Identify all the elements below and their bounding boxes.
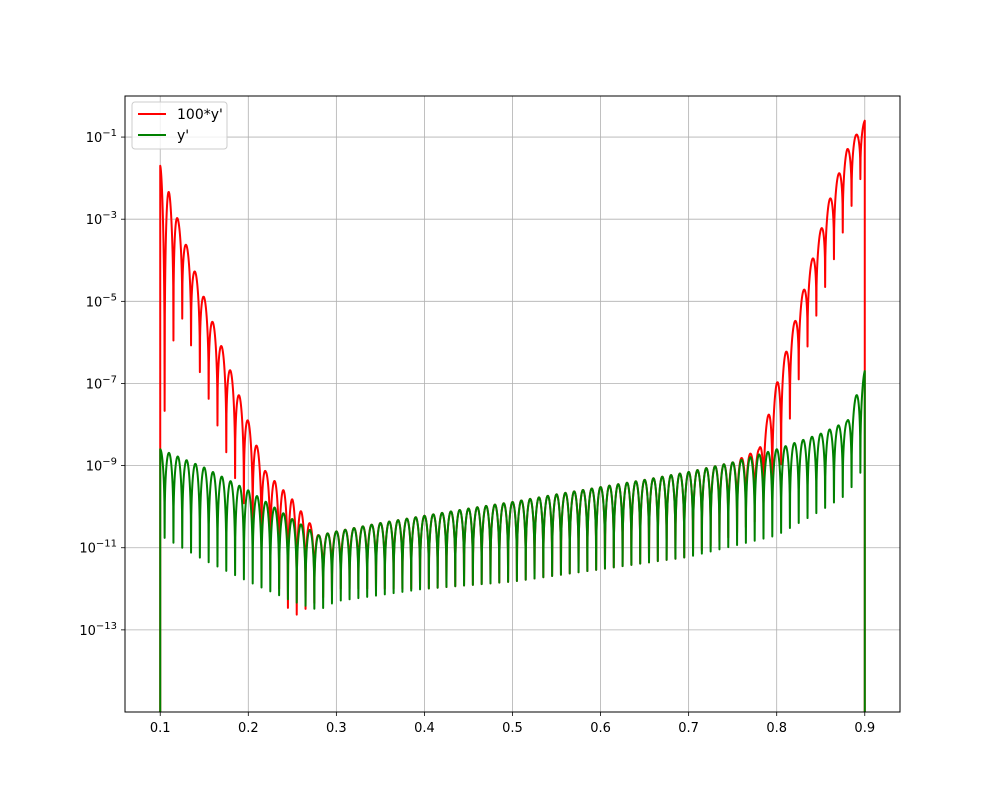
legend-label: y' — [177, 128, 189, 144]
x-tick-label: 0.5 — [502, 721, 523, 736]
grid-lines — [125, 96, 900, 712]
legend-label: 100*y' — [177, 107, 223, 123]
x-tick-label: 0.2 — [238, 721, 259, 736]
y-tick-label: 10−3 — [86, 210, 117, 228]
x-tick-label: 0.9 — [854, 721, 875, 736]
x-tick-label: 0.1 — [150, 721, 171, 736]
y-tick-label: 10−11 — [79, 539, 117, 557]
y-tick-label: 10−7 — [86, 374, 117, 392]
legend: 100*y' y' — [131, 101, 228, 150]
series-layer — [159, 119, 866, 712]
y-tick-label: 10−5 — [86, 292, 117, 310]
x-tick-label: 0.8 — [766, 721, 787, 736]
x-tick-label: 0.7 — [678, 721, 699, 736]
y-tick-label: 10−13 — [79, 621, 117, 639]
x-tick-label: 0.4 — [414, 721, 435, 736]
x-tick-label: 0.6 — [590, 721, 611, 736]
y-tick-label: 10−1 — [86, 128, 117, 146]
y-tick-label: 10−9 — [86, 457, 117, 475]
y-axis: 10−1 10−3 10−5 10−7 10−9 10−11 10−13 — [79, 128, 125, 639]
x-axis: 0.1 0.2 0.3 0.4 0.5 0.6 0.7 0.8 0.9 — [150, 712, 875, 736]
x-tick-label: 0.3 — [326, 721, 347, 736]
series-line — [159, 370, 866, 712]
